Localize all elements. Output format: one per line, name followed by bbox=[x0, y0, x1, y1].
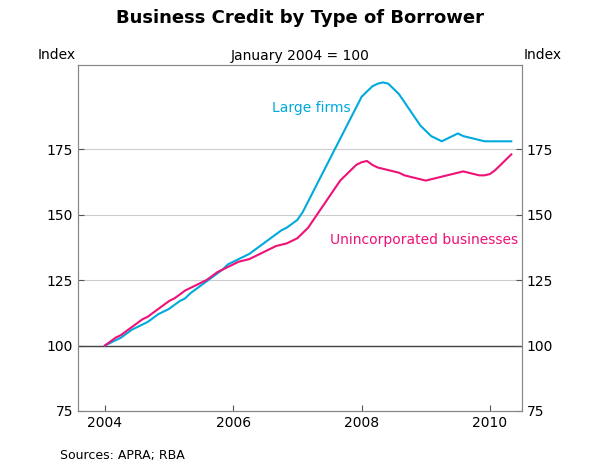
Text: Index: Index bbox=[524, 48, 562, 62]
Text: Business Credit by Type of Borrower: Business Credit by Type of Borrower bbox=[116, 9, 484, 28]
Text: Index: Index bbox=[38, 48, 76, 62]
Text: Sources: APRA; RBA: Sources: APRA; RBA bbox=[60, 449, 185, 462]
Text: Large firms: Large firms bbox=[272, 101, 350, 115]
Title: January 2004 = 100: January 2004 = 100 bbox=[230, 49, 370, 63]
Text: Unincorporated businesses: Unincorporated businesses bbox=[329, 233, 518, 247]
